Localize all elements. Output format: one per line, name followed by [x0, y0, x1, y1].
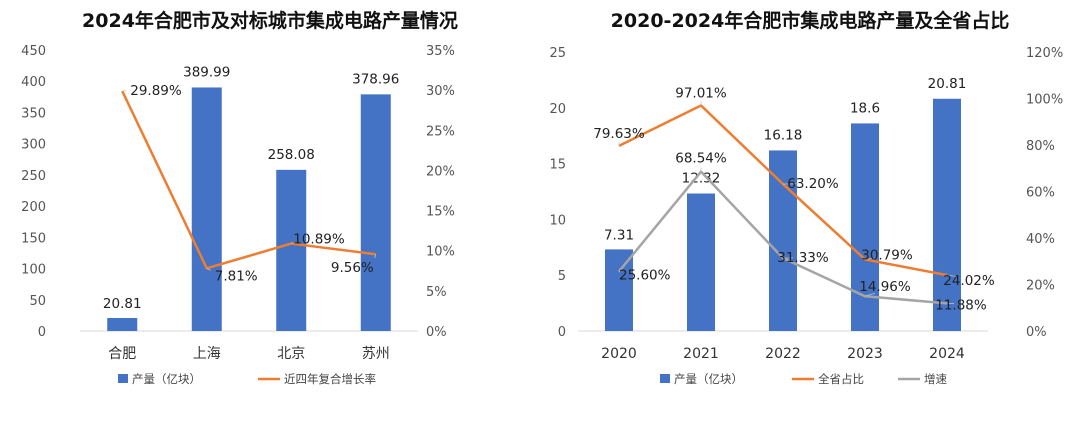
bar — [687, 193, 715, 331]
left-axis-tick: 350 — [21, 106, 46, 121]
category-label: 北京 — [277, 346, 305, 362]
category-label: 2024 — [929, 346, 965, 362]
line-data-label: 9.56% — [331, 260, 374, 276]
leader-line — [864, 292, 876, 297]
bar-data-label: 378.96 — [352, 71, 399, 87]
bar — [360, 94, 391, 331]
bar-data-label: 20.81 — [928, 76, 967, 92]
left-axis-tick: 10 — [549, 213, 566, 228]
category-label: 苏州 — [362, 346, 390, 362]
category-label: 2020 — [601, 346, 637, 362]
right-axis-tick: 0% — [1026, 325, 1047, 340]
right-axis-tick: 5% — [426, 285, 447, 300]
legend-swatch-bar — [118, 374, 128, 383]
right-axis-tick: 80% — [1026, 139, 1055, 154]
left-chart-svg: 0 50 100 150 200 250 300 350 400 450 0% 5% 10% 15% 20%… — [21, 44, 455, 386]
category-label: 2021 — [683, 346, 719, 362]
bar — [769, 150, 797, 331]
leader-line — [864, 257, 877, 260]
line-data-label: 24.02% — [943, 273, 995, 289]
left-axis-tick: 0 — [558, 325, 566, 340]
left-axis-tick: 0 — [38, 325, 46, 340]
left-axis-tick: 15 — [549, 158, 566, 173]
leader-line — [290, 241, 293, 244]
left-axis-tick: 20 — [549, 102, 566, 117]
left-axis-tick: 25 — [549, 46, 566, 61]
line-data-label: 30.79% — [861, 247, 913, 263]
bar — [107, 318, 138, 331]
legend-label: 全省占比 — [818, 372, 864, 386]
right-chart-title: 2020-2024年合肥市集成电路产量及全省占比 — [610, 10, 1010, 32]
right-chart-svg: 05101520250%20%40%60%80%100%120%7.3112.3… — [549, 46, 1063, 386]
left-axis-tick: 50 — [29, 294, 46, 309]
leader-line — [206, 267, 211, 271]
right-axis-tick: 20% — [1026, 279, 1055, 294]
category-label: 2023 — [847, 346, 883, 362]
right-axis-tick: 20% — [426, 164, 455, 179]
left-axis-tick: 400 — [21, 75, 46, 90]
line-data-label: 97.01% — [675, 85, 727, 101]
legend-swatch-bar — [660, 374, 670, 383]
line-data-label: 7.81% — [215, 268, 258, 284]
left-axis-tick: 5 — [558, 269, 566, 284]
left-axis-tick: 300 — [21, 138, 46, 153]
left-axis-tick: 200 — [21, 200, 46, 215]
line-data-label: 68.54% — [675, 151, 727, 167]
right-axis-tick: 0% — [426, 325, 447, 340]
legend-label: 近四年复合增长率 — [284, 372, 376, 386]
bar-data-label: 16.18 — [764, 127, 803, 143]
bar — [276, 169, 307, 331]
bar — [933, 98, 961, 331]
right-axis-tick: 100% — [1026, 93, 1063, 108]
bar-data-label: 18.6 — [850, 100, 880, 116]
right-axis-tick: 60% — [1026, 186, 1055, 201]
bar — [191, 87, 222, 332]
right-axis-tick: 25% — [426, 124, 455, 139]
bar-data-label: 389.99 — [183, 64, 230, 80]
bar — [605, 249, 633, 331]
left-chart-title: 2024年合肥市及对标城市集成电路产量情况 — [82, 10, 458, 32]
legend-label: 产量（亿块） — [674, 372, 743, 386]
leader-line — [374, 254, 377, 259]
bar-data-label: 7.31 — [604, 227, 634, 243]
bar-data-label: 258.08 — [268, 147, 315, 163]
right-axis-tick: 10% — [426, 245, 455, 260]
leader-line — [946, 274, 959, 278]
legend-label: 增速 — [924, 372, 947, 386]
left-axis-tick: 450 — [21, 44, 46, 59]
right-axis-tick: 120% — [1026, 46, 1063, 61]
legend-label: 产量（亿块） — [132, 372, 201, 386]
bar-data-label: 20.81 — [103, 296, 142, 312]
line-data-label: 25.60% — [619, 267, 671, 283]
bar — [851, 123, 879, 331]
right-chart-panel: 2020-2024年合肥市集成电路产量及全省占比 0 5 10 15 20 25 0% 20%… — [540, 0, 1080, 425]
line-data-label: 63.20% — [787, 176, 839, 192]
left-axis-tick: 100 — [21, 263, 46, 278]
left-axis-tick: 150 — [21, 231, 46, 246]
category-label: 2022 — [765, 346, 801, 362]
line-data-label: 31.33% — [777, 250, 829, 266]
category-label: 上海 — [193, 346, 221, 362]
line-data-label: 14.96% — [859, 279, 911, 295]
category-label: 合肥 — [108, 346, 136, 362]
left-chart-panel: 2024年合肥市及对标城市集成电路产量情况 0 50 100 150 200 250 300… — [21, 10, 458, 386]
line-data-label: 10.89% — [293, 232, 345, 248]
line-data-label: 29.89% — [130, 83, 182, 99]
line-series-0 — [121, 90, 376, 270]
left-axis-tick: 250 — [21, 169, 46, 184]
line-data-label: 11.88% — [935, 297, 987, 313]
right-axis-tick: 15% — [426, 205, 455, 220]
right-axis-tick: 30% — [426, 84, 455, 99]
line-data-label: 79.63% — [593, 126, 645, 142]
right-axis-tick: 35% — [426, 44, 455, 59]
right-axis-tick: 40% — [1026, 232, 1055, 247]
